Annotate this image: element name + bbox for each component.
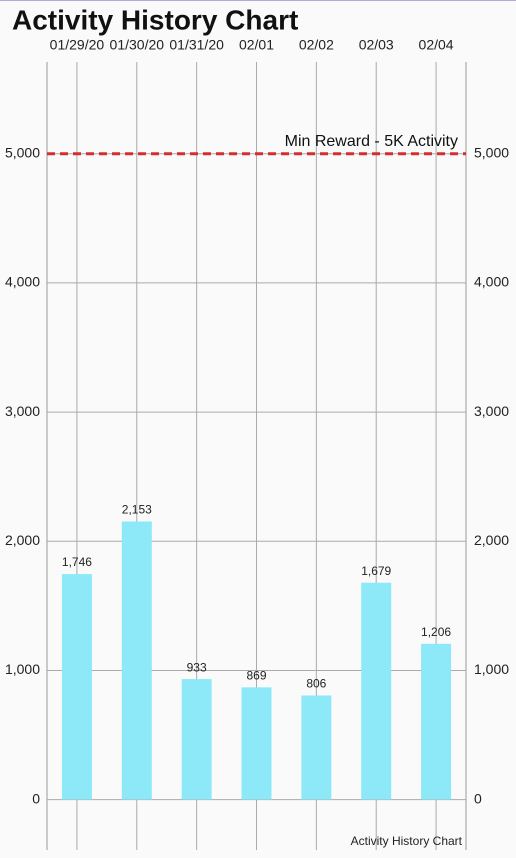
y-tick-label-right: 1,000 (474, 661, 509, 677)
data-label: 869 (246, 669, 266, 683)
chart-title: Activity History Chart (12, 4, 298, 35)
data-label: 806 (306, 677, 326, 691)
y-tick-label: 1,000 (5, 661, 40, 677)
y-tick-label: 2,000 (5, 532, 40, 548)
data-label: 1,206 (421, 625, 451, 639)
limit-line-label: Min Reward - 5K Activity (285, 133, 458, 150)
bar (241, 687, 272, 800)
x-tick-label: 02/02 (299, 37, 334, 53)
x-tick-label: 01/29/20 (50, 37, 105, 53)
y-tick-label-right: 0 (474, 790, 482, 806)
data-label: 1,679 (361, 564, 391, 578)
y-tick-label-right: 4,000 (474, 274, 509, 290)
chart-description: Activity History Chart (351, 834, 463, 848)
data-label: 2,153 (122, 503, 152, 517)
bar (361, 582, 392, 800)
data-label: 1,746 (62, 555, 92, 569)
y-tick-label: 4,000 (5, 274, 40, 290)
bar (421, 643, 452, 800)
y-tick-label: 5,000 (5, 144, 40, 160)
y-tick-label-right: 2,000 (474, 532, 509, 548)
data-label: 933 (187, 660, 207, 674)
x-tick-label: 02/01 (239, 37, 274, 53)
x-tick-label: 01/30/20 (110, 37, 165, 53)
x-tick-label: 01/31/20 (169, 37, 224, 53)
bar (61, 574, 92, 800)
y-tick-label-right: 5,000 (474, 144, 509, 160)
bar (121, 521, 152, 800)
y-tick-label: 0 (32, 790, 40, 806)
bar (301, 695, 332, 800)
y-tick-label: 3,000 (5, 403, 40, 419)
x-tick-label: 02/04 (419, 37, 454, 53)
x-tick-label: 02/03 (359, 37, 394, 53)
bar (181, 679, 212, 800)
y-tick-label-right: 3,000 (474, 403, 509, 419)
